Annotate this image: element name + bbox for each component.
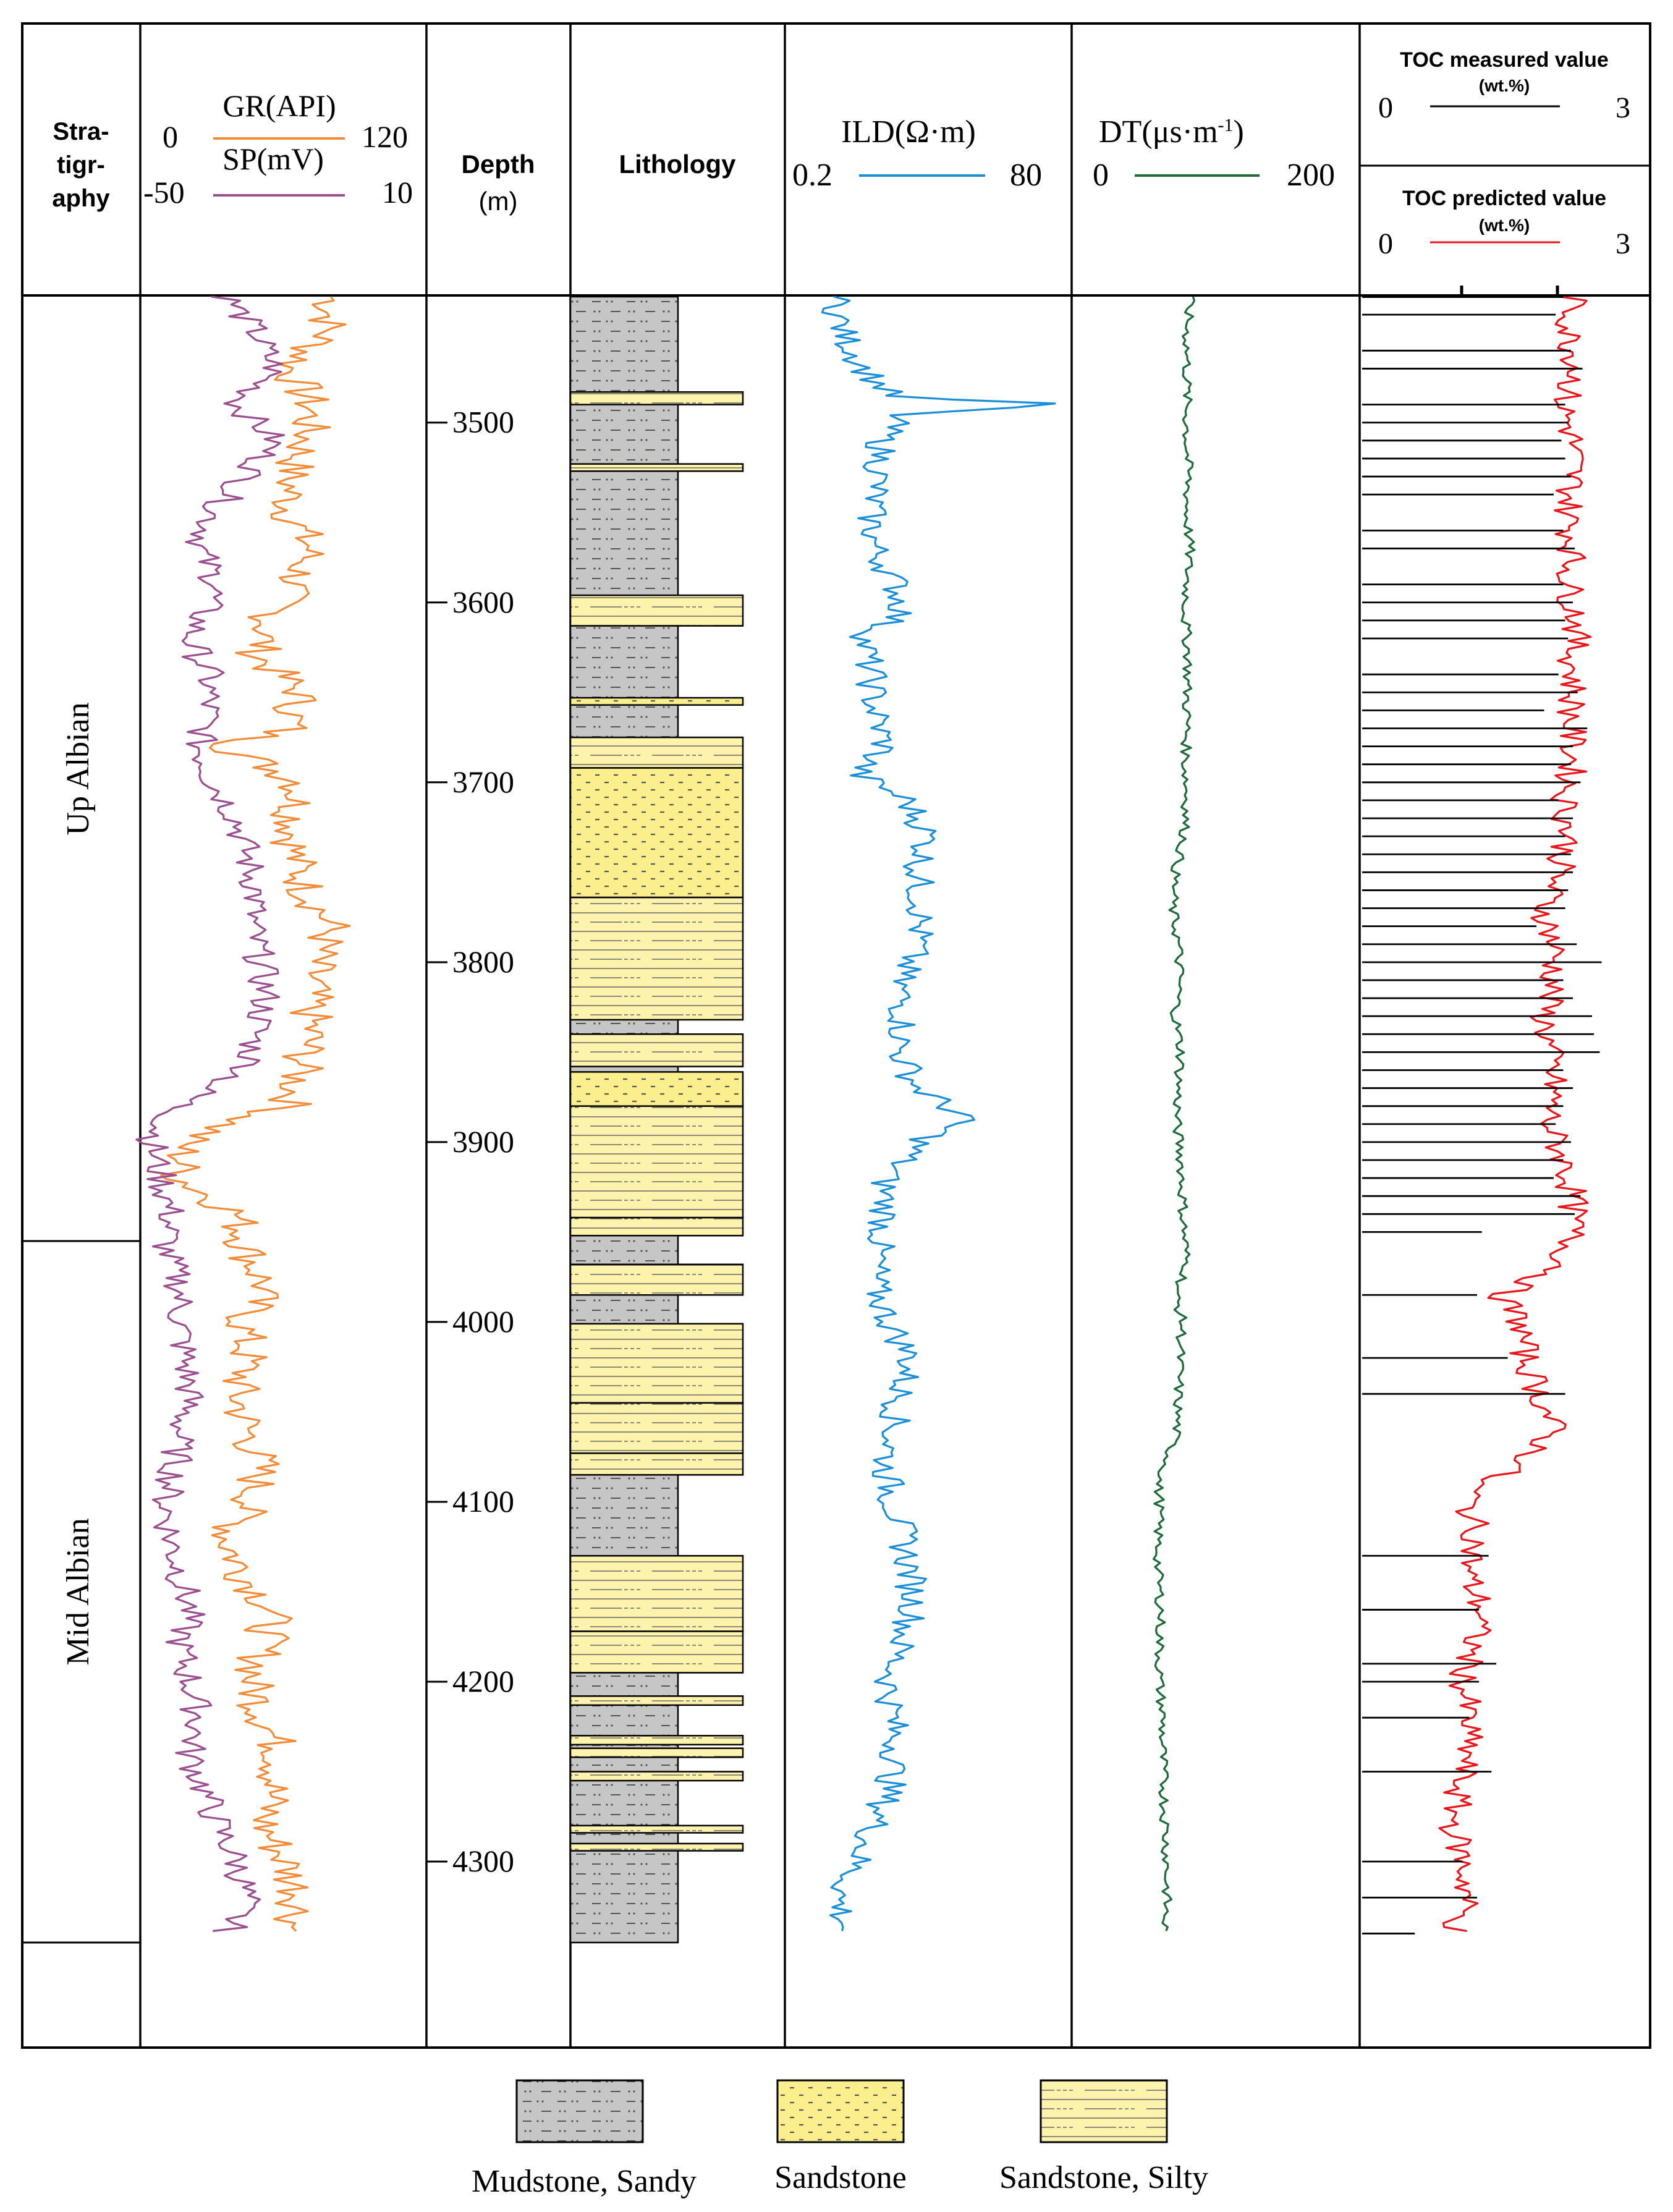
chart-frame <box>21 22 1651 2049</box>
ild-curve <box>821 295 1056 1931</box>
lithology-bed-sandstone_silty <box>569 1105 744 1219</box>
lithology-bed-sandstone_silty <box>569 1452 744 1476</box>
depth-tick-label: 4300 <box>452 1844 514 1878</box>
gr-max: 120 <box>362 119 408 154</box>
depth-axis: 3500 3600 3700 3800 3900 4000 4100 4200 4300 <box>426 405 514 1878</box>
dt-label-close: ) <box>1234 114 1244 150</box>
sp-min: -50 <box>143 175 185 210</box>
lithology-header: Lithology <box>619 150 737 179</box>
legend-label-mudstone: Mudstone, Sandy <box>472 2164 697 2199</box>
toc-measured-min: 0 <box>1378 91 1393 124</box>
toc-track <box>1362 286 1602 1934</box>
log-curves <box>135 295 1592 1932</box>
depth-tick-label: 4200 <box>452 1664 514 1698</box>
depth-tick-label: 4100 <box>452 1484 514 1519</box>
lithology-bed-sandstone <box>569 697 744 706</box>
lithology-track <box>569 295 744 1944</box>
stratigraphy-track: Up Albian Mid Albian <box>22 702 140 1944</box>
ild-max: 80 <box>1010 158 1042 193</box>
lithology-bed-sandstone_silty <box>569 1735 744 1746</box>
toc-measured-max: 3 <box>1616 91 1630 124</box>
ild-min: 0.2 <box>792 158 832 193</box>
lithology-bed-sandstone_silty <box>569 1747 744 1758</box>
lithology-bed-sandstone_silty <box>569 594 744 627</box>
lithology-bed-sandstone_silty <box>569 1824 744 1834</box>
dt-curve <box>1153 296 1196 1932</box>
depth-tick-label: 3700 <box>452 765 514 799</box>
sp-max: 10 <box>382 175 413 210</box>
depth-tick-label: 3600 <box>452 585 514 619</box>
gr-sp-header: GR(API) 0 120 SP(mV) -50 10 <box>143 88 413 210</box>
lithology-bed-sandstone_silty <box>569 1771 744 1782</box>
sp-label: SP(mV) <box>222 142 324 176</box>
dt-label: DT(μs·m-1) <box>1099 114 1244 150</box>
gr-curve <box>160 296 351 1932</box>
legend-swatch-silty-sandstone <box>1040 2079 1168 2143</box>
legend-swatch-mudstone <box>515 2079 644 2143</box>
depth-header-label: Depth <box>462 150 535 179</box>
lithology-bed-sandstone_silty <box>569 391 744 405</box>
lithology-bed-sandstone_silty <box>569 1842 744 1852</box>
lithology-bed-sandstone_silty <box>569 736 744 769</box>
stratigraphy-header: Stra- tigr- aphy <box>52 118 110 212</box>
strat-header-line-2: tigr- <box>57 151 105 179</box>
lithology-bed-sandstone <box>569 1071 744 1107</box>
legend-swatch-sandstone <box>776 2079 905 2143</box>
lithology-bed-sandstone_silty <box>569 896 744 1021</box>
toc-predicted-label: TOC predicted value <box>1402 187 1606 210</box>
strat-unit-label: Up Albian <box>61 702 96 835</box>
depth-header-unit: (m) <box>479 187 518 216</box>
toc-measured-label: TOC measured value <box>1400 48 1609 72</box>
lithology-bed-sandstone_silty <box>569 1402 744 1454</box>
toc-predicted-unit: (wt.%) <box>1479 216 1530 235</box>
strat-header-line-3: aphy <box>52 185 110 212</box>
lithology-bed-sandstone_silty <box>569 1263 744 1296</box>
lithology-bed-sandstone <box>569 767 744 899</box>
toc-predicted-max: 3 <box>1616 227 1630 260</box>
gr-min: 0 <box>163 119 178 154</box>
dt-label-main: DT(μs·m <box>1099 114 1218 150</box>
lithology-bed-sandstone_silty <box>569 1323 744 1404</box>
lithology-bed-sandstone_silty <box>569 1695 744 1706</box>
sp-curve <box>135 295 286 1932</box>
ild-label: ILD(Ω·m) <box>841 114 976 150</box>
legend-label-silty-sandstone: Sandstone, Silty <box>999 2160 1208 2195</box>
lithology-bed-sandstone_silty <box>569 463 744 472</box>
toc-predicted-min: 0 <box>1378 227 1393 260</box>
lithology-bed-sandstone_silty <box>569 1630 744 1674</box>
toc-measured-unit: (wt.%) <box>1479 76 1530 95</box>
lithology-legend: Mudstone, Sandy Sandstone Sandstone, Sil… <box>472 2079 1208 2199</box>
dt-max: 200 <box>1287 158 1335 193</box>
dt-min: 0 <box>1093 158 1109 193</box>
depth-tick-label: 3800 <box>452 944 514 979</box>
gr-label: GR(API) <box>222 88 336 123</box>
depth-tick-label: 3500 <box>452 405 514 439</box>
lithology-bed-sandstone_silty <box>569 1033 744 1067</box>
legend-label-sandstone: Sandstone <box>774 2160 907 2195</box>
toc-header: TOC measured value (wt.%) 0 3 TOC predic… <box>1378 48 1630 260</box>
dt-label-sup: -1 <box>1218 115 1234 135</box>
depth-tick-label: 3900 <box>452 1124 514 1159</box>
dt-header: DT(μs·m-1) 0 200 <box>1093 114 1335 193</box>
lithology-bed-sandstone_silty <box>569 1555 744 1632</box>
toc-predicted-curve <box>1438 295 1592 1932</box>
ild-header: ILD(Ω·m) 0.2 80 <box>792 114 1042 193</box>
lithology-bed-sandstone_silty <box>569 1216 744 1237</box>
depth-tick-label: 4000 <box>452 1304 514 1339</box>
depth-header: Depth (m) <box>462 150 535 216</box>
strat-unit-label: Mid Albian <box>61 1518 96 1665</box>
strat-header-line-1: Stra- <box>53 118 109 145</box>
